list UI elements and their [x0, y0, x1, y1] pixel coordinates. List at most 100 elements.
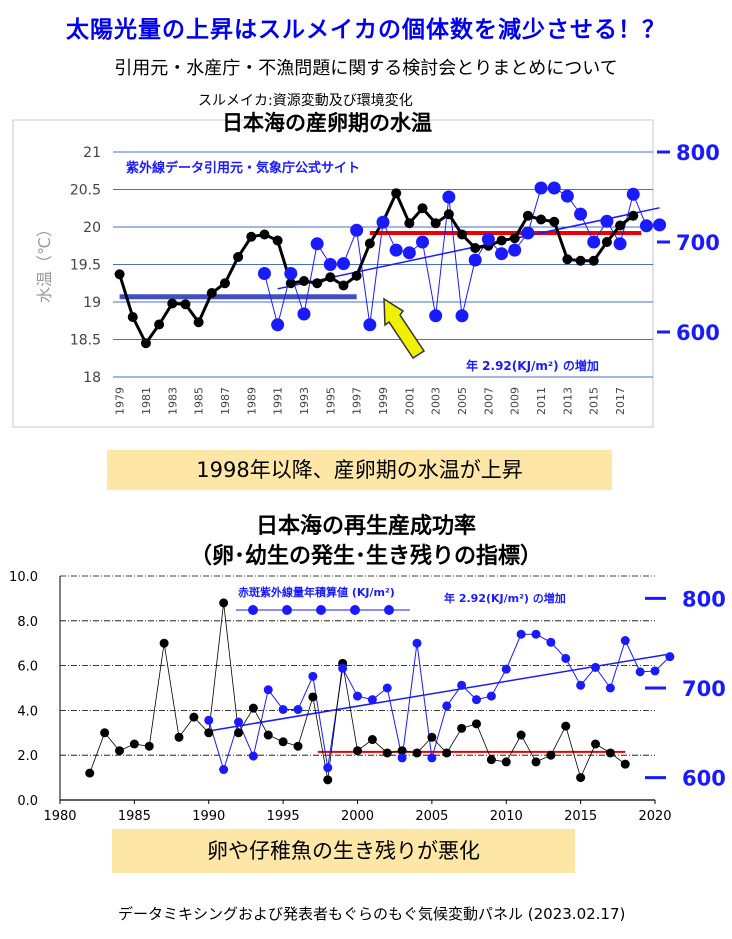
uv-point: [561, 653, 571, 663]
temperature-series-line: [118, 189, 635, 347]
legend-marker: [282, 605, 292, 615]
chart2-y-tick-label: 4.0: [17, 704, 38, 719]
uv-point: [639, 219, 653, 233]
chart1-x-tick-label: 1989: [245, 387, 258, 415]
uv-point: [486, 691, 496, 701]
uv-point: [455, 309, 469, 323]
success-rate-point: [546, 750, 556, 760]
chart1-y2-tick-label: 700: [676, 231, 720, 255]
uv-point: [297, 307, 311, 321]
chart2-y2-tick-label: 800: [682, 587, 726, 611]
chart1-x-tick-label: 2003: [430, 387, 443, 415]
temperature-point: [259, 229, 270, 240]
chart1-y2-tick-label: 800: [676, 141, 720, 165]
success-rate-point: [591, 739, 600, 749]
success-rate-point: [531, 757, 541, 767]
uv-point: [508, 243, 522, 257]
yellow-arrow: [383, 297, 426, 360]
temperature-point: [601, 237, 612, 247]
chart1-title: 日本海の産卵期の水温: [222, 111, 432, 135]
uv-point: [546, 637, 556, 647]
uv-point: [284, 267, 298, 280]
chart2-marks: [85, 598, 675, 785]
chart1-x-tick-label: 1991: [272, 387, 285, 415]
success-rate-point: [219, 598, 229, 608]
main-title: 太陽光量の上昇はスルメイカの個体数を減少させる！？: [66, 17, 666, 43]
success-rate-point: [129, 739, 139, 749]
chart2-x-tick-label: 1990: [192, 809, 225, 824]
uv-point: [442, 701, 452, 711]
uv-point: [367, 695, 377, 705]
legend-marker: [384, 605, 394, 615]
temperature-point: [457, 229, 468, 240]
chart1-y-tick-label: 20: [83, 220, 101, 236]
temperature-point: [325, 272, 336, 283]
success-rate-point: [234, 728, 243, 738]
success-rate-point: [382, 748, 392, 758]
uv-point: [248, 751, 258, 761]
uv-point: [350, 223, 364, 237]
temperature-point: [470, 243, 481, 253]
footer-credit: データミキシングおよび発表者もぐらのもぐ気候変動パネル (2023.02.17): [118, 905, 626, 923]
success-rate-point: [516, 730, 526, 740]
uv-point: [271, 318, 285, 332]
chart2-y-tick-label: 10.0: [9, 570, 38, 585]
uv-point: [427, 753, 437, 763]
chart1-ylabel: 水温（℃）: [35, 221, 54, 303]
temperature-point: [233, 252, 244, 262]
chart2-x-tick-label: 2000: [341, 809, 374, 824]
temperature-point: [206, 288, 217, 298]
chart2-y2-tick-label: 700: [682, 677, 726, 701]
uv-point: [534, 181, 548, 195]
uv-point: [389, 243, 403, 257]
chart1-x-tick-label: 1999: [377, 387, 390, 415]
chart1-grid: [113, 151, 653, 378]
success-rate-point: [442, 748, 452, 758]
chart2-y-tick-label: 6.0: [17, 660, 38, 675]
uv-trend-line: [277, 207, 660, 290]
chart1-marks: [114, 181, 667, 349]
success-rate-point: [353, 746, 362, 756]
temperature-point: [628, 210, 639, 221]
chart2-y-tick-label: 0.0: [17, 794, 38, 809]
temperature-point: [575, 255, 586, 266]
uv-point: [605, 683, 615, 693]
temperature-point: [246, 231, 257, 242]
temperature-point: [154, 319, 165, 330]
uv-point: [665, 652, 675, 662]
temperature-point: [509, 233, 520, 244]
chart1-x-tick-label: 2011: [535, 387, 548, 415]
temperature-point: [285, 278, 296, 289]
chart1-y-tick-label: 18: [83, 370, 101, 386]
uv-point: [516, 629, 526, 639]
success-rate-point: [174, 732, 184, 742]
subtitle: 引用元・水産庁・不漁問題に関する検討会とりまとめについて: [114, 58, 618, 79]
uv-point: [650, 666, 660, 676]
chart2-title-line2: （卵･幼生の発生･生き残りの指標）: [189, 544, 542, 569]
success-rate-point: [144, 741, 154, 751]
uv-point: [416, 235, 430, 249]
temperature-point: [443, 209, 454, 220]
temperature-point: [167, 298, 178, 309]
chart2-x-tick-label: 2010: [490, 809, 523, 824]
uv-point: [442, 190, 456, 204]
temperature-point: [272, 235, 283, 246]
temperature-point: [298, 276, 309, 286]
uv-point: [468, 253, 482, 267]
temperature-point: [391, 188, 402, 199]
chart2-grid: [59, 575, 655, 801]
chart1-y-tick-label: 19.5: [70, 258, 101, 274]
uv-point: [397, 753, 407, 763]
chart1-x-tick-label: 1979: [114, 387, 127, 415]
success-rate-point: [501, 757, 511, 767]
temperature-point: [588, 255, 599, 266]
success-rate-point: [397, 746, 407, 756]
uv-point: [310, 237, 324, 251]
temperature-point: [549, 216, 560, 227]
success-rate-point: [308, 692, 318, 702]
chart1-y-tick-label: 21: [83, 145, 101, 161]
chart1-x-tick-label: 2009: [509, 387, 522, 415]
chart1-x-tick-label: 1997: [351, 387, 364, 415]
success-rate-point: [561, 721, 571, 731]
uv-point: [204, 715, 214, 725]
